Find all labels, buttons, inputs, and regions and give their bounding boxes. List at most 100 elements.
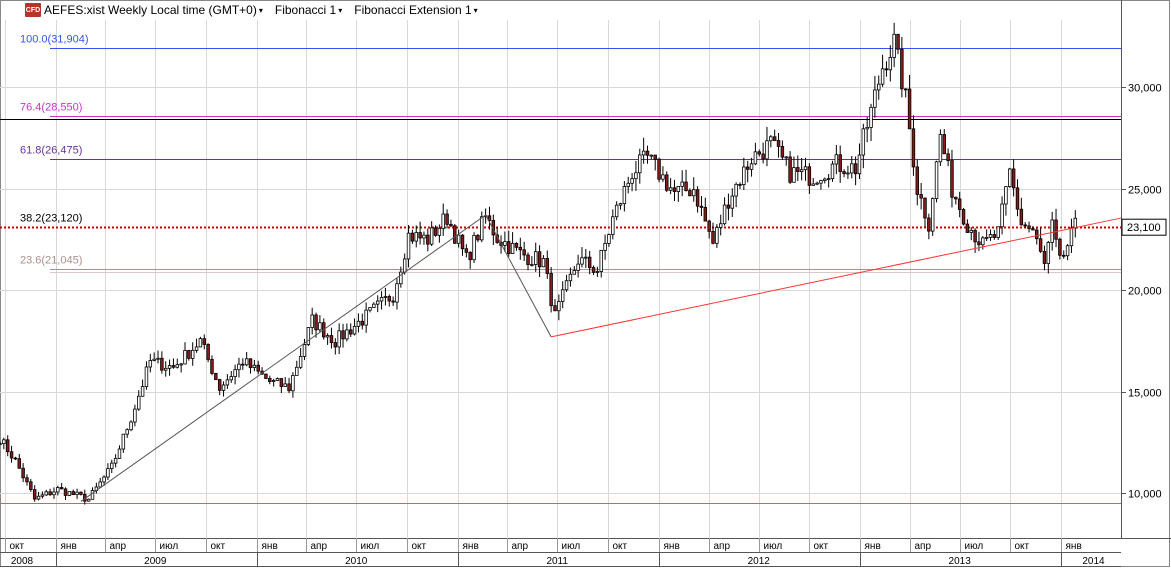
candle-up [668, 187, 673, 191]
candle-down [268, 378, 272, 382]
candle-down [48, 491, 52, 496]
candle-up [784, 156, 788, 159]
candle-down [348, 329, 353, 335]
candle-down [946, 153, 950, 162]
candle-down [464, 248, 469, 253]
price-axis-label: 10,000 [1128, 489, 1162, 501]
month-tick-label: янв [664, 541, 680, 552]
study-fib-extension-menu[interactable]: Fibonacci Extension 1 ▾ [354, 3, 477, 17]
month-tick-label: июл [160, 541, 179, 552]
candle-up [718, 223, 723, 228]
candle-down [360, 320, 365, 326]
month-tick-label: июл [562, 541, 581, 552]
candle-down [977, 241, 981, 246]
candle-down [711, 230, 715, 244]
candle-down [445, 213, 449, 225]
candle-up [237, 363, 241, 371]
candle-down [911, 128, 916, 168]
candle-down [279, 378, 284, 387]
symbol-selector[interactable]: AEFES:xist Weekly Local time (GMT+0) ▾ [44, 3, 263, 17]
candle-down [672, 187, 677, 192]
candle-down [780, 146, 785, 158]
month-tick-label: июл [965, 541, 984, 552]
price-axis-label: 30,000 [1128, 83, 1162, 95]
candle-up [503, 241, 507, 246]
candle-up [229, 376, 233, 381]
candle-down [1042, 250, 1047, 264]
candle-up [541, 258, 546, 268]
candle-up [140, 386, 145, 397]
candle-down [1038, 238, 1043, 252]
candle-down [1062, 254, 1066, 257]
candle-up [40, 494, 45, 497]
candle-down [418, 232, 422, 239]
candle-up [676, 185, 681, 192]
candle-up [306, 327, 311, 345]
fib-level-label: 38.2(23,120) [20, 213, 82, 225]
candle-down [657, 158, 661, 180]
year-tick-label: 2013 [949, 556, 972, 567]
candle-up [599, 249, 603, 272]
candle-up [402, 258, 407, 273]
candle-down [514, 242, 519, 248]
candle-up [302, 344, 307, 357]
symbol-label: AEFES:xist Weekly Local time (GMT+0) [44, 3, 257, 17]
candle-down [992, 234, 997, 238]
candle-up [156, 357, 160, 360]
fib-trend-line [551, 217, 1122, 338]
candle-up [510, 242, 515, 254]
candle-up [638, 154, 642, 174]
candle-down [942, 134, 946, 155]
candle-up [930, 198, 935, 232]
candle-down [5, 439, 10, 453]
candle-down [248, 358, 253, 369]
candle-up [164, 367, 168, 371]
candle-up [399, 271, 403, 285]
candle-up [175, 364, 180, 368]
candle-up [67, 491, 72, 496]
candle-up [850, 163, 854, 174]
candle-up [1050, 219, 1054, 243]
year-tick-label: 2014 [1082, 556, 1105, 567]
candlestick-series [0, 22, 1078, 505]
candle-up [560, 289, 565, 302]
candle-up [121, 433, 126, 450]
candle-down [25, 477, 29, 483]
candle-down [838, 154, 842, 172]
grid-lines [0, 20, 1121, 538]
candle-down [907, 88, 912, 130]
candle-down [329, 335, 334, 343]
candle-up [86, 498, 91, 502]
chart-header: CFD AEFES:xist Weekly Local time (GMT+0)… [0, 0, 1120, 20]
candle-down [699, 205, 704, 208]
study-fibonacci-menu[interactable]: Fibonacci 1 ▾ [275, 3, 342, 17]
month-tick-label: июл [361, 541, 380, 552]
month-tick-label: янв [463, 541, 479, 552]
month-tick-label: окт [814, 541, 829, 552]
candle-up [125, 429, 129, 435]
candle-down [32, 489, 37, 500]
candle-up [873, 89, 877, 108]
candle-down [1031, 228, 1035, 231]
fib-level-label: 61.8(26,475) [20, 145, 82, 157]
candle-up [584, 256, 588, 259]
candle-down [333, 342, 338, 348]
candle-down [973, 229, 977, 243]
candle-up [765, 140, 769, 160]
candle-up [44, 491, 48, 496]
candle-down [1054, 219, 1058, 240]
candle-down [187, 350, 191, 359]
candle-up [576, 263, 580, 271]
candle-up [364, 309, 368, 326]
month-tick-label: янв [61, 541, 77, 552]
candle-up [996, 226, 1000, 238]
candle-up [595, 271, 600, 273]
candle-down [796, 167, 800, 172]
candle-up [865, 126, 869, 130]
fib-level-label: 100.0(31,904) [20, 34, 89, 46]
candle-up [1069, 227, 1074, 247]
candle-up [102, 476, 106, 483]
candle-up [375, 300, 380, 305]
candle-up [892, 33, 896, 58]
